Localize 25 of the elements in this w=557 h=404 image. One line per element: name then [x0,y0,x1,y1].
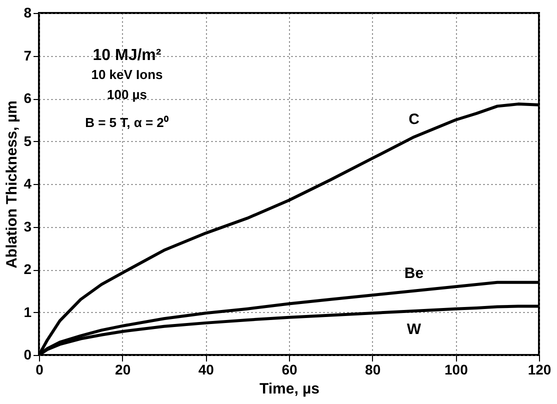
series-label: W [406,320,422,338]
x-tick-label: 40 [198,362,214,378]
y-tick-label: 1 [24,304,32,320]
x-tick-label: 120 [528,362,552,378]
y-tick-label: 3 [24,218,32,234]
series-label: C [408,110,420,128]
series-label: Be [404,264,424,282]
x-tick-label: 20 [115,362,131,378]
x-tick-label: 100 [444,362,468,378]
annotation: 10 MJ/m² [92,47,162,64]
y-tick-label: 0 [24,346,32,362]
x-tick-label: 80 [365,362,381,378]
annotation: B = 5 T, α = 2⁰ [85,115,169,130]
y-tick-label: 6 [24,90,32,106]
x-axis-title: Time, µs [259,380,320,398]
annotation: 100 µs [106,87,148,102]
y-tick-label: 7 [24,47,32,64]
y-tick-label: 8 [24,4,32,20]
y-axis-title: Ablation Thickness, µm [4,100,21,268]
annotation: 10 keV Ions [91,67,163,82]
x-tick-label: 60 [282,362,298,378]
y-tick-label: 4 [24,176,32,192]
y-tick-label: 2 [24,261,32,277]
x-tick-label: 0 [36,362,44,378]
y-tick-label: 5 [24,132,32,149]
